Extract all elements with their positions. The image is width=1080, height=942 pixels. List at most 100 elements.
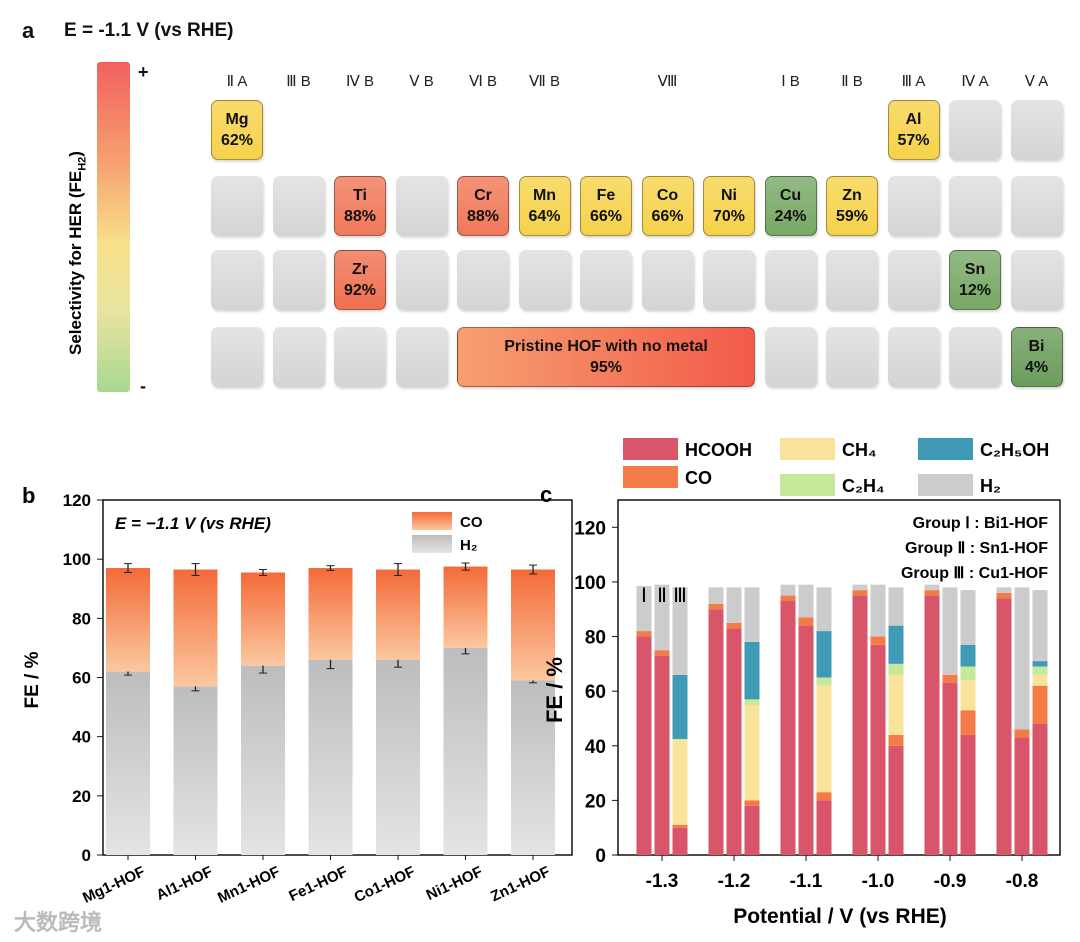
x-tick-label: Al1-HOF [154,863,216,904]
bar-cu1-hof-C₂H₄ [744,699,760,705]
x-tick-label: Mn1-HOF [215,863,283,907]
element-symbol: Al [905,111,922,128]
y-axis-label: FE / % [542,657,567,723]
element-cell-sn: Sn 12% [949,250,1001,310]
legend-swatch [623,438,678,460]
chart-b: b 0 20 40 60 80 100 120 FE / % Mg1-HOF Al1-HOF Mn1-… [22,483,573,907]
group-label: Ⅳ A [961,73,989,90]
empty-cell [949,327,1001,387]
bar-cu1-hof-HCOOH [672,827,688,855]
bar-cu1-hof-HCOOH [888,745,904,855]
y-tick-label: 100 [574,573,606,594]
empty-cell [211,176,263,236]
element-fe-h2: 62% [220,132,254,149]
legend-label: C₂H₄ [842,476,885,496]
bar-sn1-hof-CO [798,617,814,626]
bar-bi1-hof-HCOOH [924,595,940,855]
empty-cell [272,250,325,310]
empty-cell [887,327,940,387]
x-tick-label: Fe1-HOF [286,863,350,905]
element-cell-ti: Ti 88% [334,176,386,236]
y-tick-label: 40 [585,737,606,758]
element-fe-h2: 66% [651,208,684,225]
element-symbol: Fe [596,187,616,204]
bar-sn1-hof-HCOOH [870,644,886,855]
bar-bi1-hof-H₂ [708,587,724,604]
bar-co [241,572,285,666]
panel-c-label: c [540,482,552,507]
y-axis-label: FE / % [22,651,43,708]
y-tick-label: 80 [585,628,606,649]
x-axis-label: Potential / V (vs RHE) [733,905,947,928]
group-label: Ⅶ B [529,73,560,90]
bar-bi1-hof-H₂ [852,584,868,591]
bar-cu1-hof-C₂H₅OH [672,674,688,739]
empty-cell [395,250,448,310]
empty-cell [1010,100,1063,160]
element-fe-h2: 66% [589,208,623,225]
group-label: Ⅲ B [286,73,311,90]
group-legend-entry: Group Ⅲ : Cu1-HOF [901,565,1048,582]
bar-bi1-hof-HCOOH [996,598,1012,855]
group-label: Ⅲ A [901,73,926,90]
empty-cell [764,327,817,387]
bar-cu1-hof-C₂H₄ [960,666,976,681]
bar-cu1-hof-CH₄ [672,740,688,825]
element-fe-h2: 88% [466,208,500,225]
bar-bi1-hof-CO [996,592,1012,599]
panel-a-label: a [22,18,35,43]
element-cell-cr: Cr 88% [457,176,509,236]
bar-cu1-hof-H₂ [744,587,760,642]
x-tick-label: Ni1-HOF [424,863,486,904]
element-symbol: Mn [532,187,557,204]
empty-cell [764,250,817,310]
y-tick-label: 120 [574,518,606,539]
bar-cu1-hof-CO [672,824,688,828]
legend-label-h2: H₂ [460,537,478,554]
bar-bi1-hof-H₂ [636,586,652,632]
bar-co [173,569,218,687]
bar-cu1-hof-CH₄ [1032,674,1048,686]
element-fe-h2: 24% [774,208,807,225]
empty-cell [211,327,263,387]
bar-sn1-hof-H₂ [798,584,814,618]
y-tick-label: 80 [72,609,91,628]
y-tick-label: 60 [72,669,91,688]
bar-bi1-hof-H₂ [996,587,1012,593]
bar-co [376,569,420,660]
pristine-hof-cell: Pristine HOF with no metal 95% [457,327,755,387]
bar-sn1-hof-HCOOH [726,628,742,855]
empty-cell [1010,250,1063,310]
bar-bi1-hof-CO [708,603,724,610]
bar-cu1-hof-CH₄ [816,685,832,793]
bar-cu1-hof-HCOOH [744,805,760,855]
bar-cu1-hof-HCOOH [960,734,976,855]
group-mark: Ⅱ [657,585,667,607]
colorbar-title: Selectivity for HER (FEH2) [66,151,88,355]
bar-sn1-hof-H₂ [870,584,886,637]
element-symbol: Ni [721,187,737,204]
group-label: Ⅷ [657,73,678,90]
group-label: Ⅵ B [468,73,497,90]
element-symbol: Zr [352,261,368,278]
bar-co [106,568,150,672]
group-label: Ⅴ A [1024,73,1049,90]
element-cell-mn: Mn 64% [518,176,571,236]
group-label: Ⅱ B [841,73,863,90]
colorbar-title-close: ) [66,151,85,157]
pristine-label: Pristine HOF with no metal [504,338,708,355]
watermark: 大数跨境 [14,910,103,935]
element-symbol: Cu [779,187,802,204]
bar-cu1-hof-HCOOH [816,800,832,855]
bar-cu1-hof-CO [816,792,832,801]
legend-swatch [780,474,835,496]
y-tick-label: 20 [72,787,91,806]
y-tick-label: 120 [63,491,91,510]
plot-frame [617,499,1061,856]
group-legend-entry: Group Ⅰ : Bi1-HOF [913,515,1049,532]
her-selectivity-colorbar [97,62,130,392]
element-symbol: Sn [964,261,986,278]
empty-cell [826,250,878,310]
bar-sn1-hof-H₂ [726,587,742,623]
x-tick-label: -1.3 [646,871,679,892]
